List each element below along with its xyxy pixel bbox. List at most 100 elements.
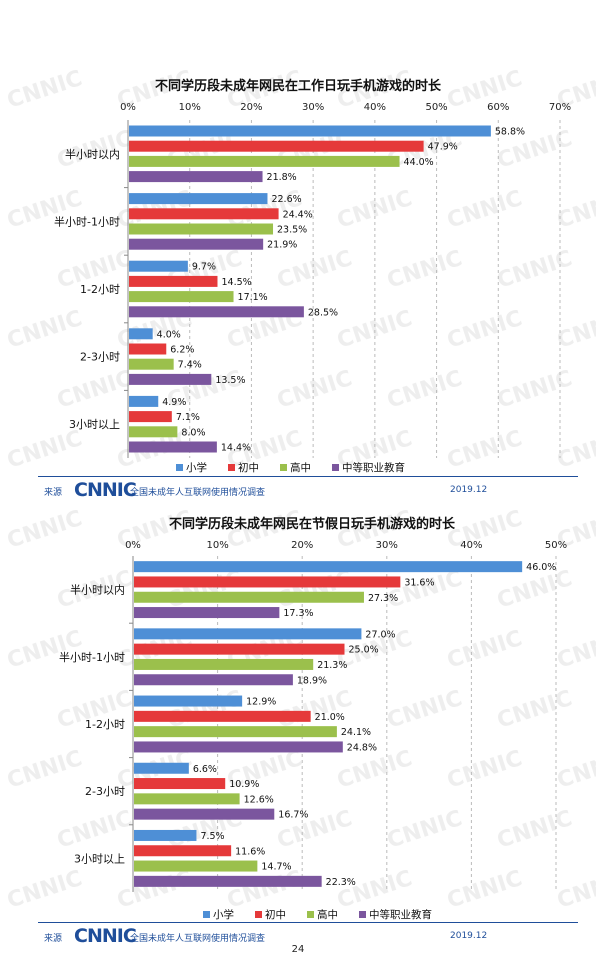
x-tick-label: 10% — [206, 540, 228, 551]
watermark-text: CNNIC — [384, 366, 465, 414]
chart-title: 不同学历段未成年网民在节假日玩手机游戏的时长 — [169, 516, 456, 532]
legend-swatch — [307, 911, 314, 918]
category-label: 1-2小时 — [85, 718, 125, 731]
legend-swatch — [359, 911, 366, 918]
chart-workday: CNNIC CNNIC CNNIC CNNIC CNNIC CNNIC CNNIC CNNIC… — [0, 68, 596, 498]
data-label: 14.5% — [221, 277, 251, 288]
watermark-text: CNNIC — [4, 746, 85, 794]
watermark-text: CNNIC — [444, 866, 525, 914]
data-label: 31.6% — [404, 577, 434, 588]
watermark-text: CNNIC — [444, 508, 525, 554]
footer-description: 全国未成年人互联网使用情况调查 — [130, 488, 266, 498]
data-label: 46.0% — [526, 562, 556, 573]
category-label: 半小时-1小时 — [54, 214, 120, 228]
footer-source-label: 来源 — [44, 934, 63, 944]
legend-label: 高中 — [290, 461, 311, 474]
watermark-text: CNNIC — [494, 366, 575, 414]
page-number: 24 — [291, 944, 305, 955]
chart-holiday-svg: CNNIC CNNIC CNNIC CNNIC CNNIC CNNIC CNNIC CNNIC… — [4, 508, 596, 921]
watermark-text: CNNIC — [494, 806, 575, 854]
bar — [129, 223, 274, 235]
legend-swatch — [280, 464, 287, 471]
category-label: 2-3小时 — [85, 785, 125, 798]
data-label: 6.6% — [193, 764, 217, 775]
data-label: 27.0% — [365, 629, 395, 640]
legend-label: 中等职业教育 — [369, 908, 432, 921]
x-tick-label: 30% — [376, 540, 398, 551]
data-label: 47.9% — [428, 142, 458, 153]
bar — [134, 762, 189, 774]
data-label: 22.3% — [326, 877, 356, 888]
bar — [134, 561, 523, 573]
data-label: 13.5% — [215, 375, 245, 386]
legend-label: 小学 — [186, 461, 207, 474]
bar — [134, 643, 345, 655]
x-tick-label: 20% — [240, 102, 262, 113]
watermark-text: CNNIC — [334, 866, 415, 914]
bar — [134, 710, 311, 722]
data-label: 9.7% — [192, 262, 216, 273]
bar — [134, 741, 343, 753]
category-label: 半小时以内 — [65, 147, 120, 161]
data-label: 58.8% — [495, 127, 525, 138]
data-label: 14.7% — [261, 862, 291, 873]
watermark-text: CNNIC — [54, 806, 135, 854]
x-tick-label: 40% — [364, 102, 386, 113]
bar — [134, 628, 362, 640]
bar — [129, 155, 400, 167]
data-label: 17.3% — [283, 608, 313, 619]
data-label: 16.7% — [278, 810, 308, 821]
watermark-text: CNNIC — [4, 426, 85, 474]
watermark-text: CNNIC — [384, 686, 465, 734]
x-tick-label: 0% — [120, 102, 136, 113]
data-label: 23.5% — [277, 225, 307, 236]
bar — [134, 860, 258, 872]
data-label: 6.2% — [170, 345, 194, 356]
watermark-text: CNNIC — [444, 306, 525, 354]
watermark-text: CNNIC — [444, 426, 525, 474]
bar — [134, 576, 401, 588]
data-label: 21.8% — [267, 172, 297, 183]
category-label: 半小时以内 — [70, 583, 125, 597]
watermark-text: CNNIC — [224, 866, 305, 914]
watermark-text: CNNIC — [444, 68, 525, 114]
watermark-text: CNNIC — [4, 306, 85, 354]
bar — [129, 328, 153, 340]
legend-label: 小学 — [213, 908, 234, 921]
bar — [134, 607, 280, 619]
category-label: 1-2小时 — [80, 283, 120, 296]
watermark-text: CNNIC — [494, 566, 575, 614]
x-tick-label: 70% — [549, 102, 571, 113]
x-tick-label: 60% — [487, 102, 509, 113]
data-label: 7.4% — [178, 360, 202, 371]
cnnic-logo: CNNIC — [74, 925, 137, 947]
x-tick-label: 40% — [460, 540, 482, 551]
legend-label: 高中 — [317, 908, 338, 921]
bar — [129, 140, 424, 152]
legend-swatch — [203, 911, 210, 918]
chart-holiday: CNNIC CNNIC CNNIC CNNIC CNNIC CNNIC CNNIC CNNIC… — [0, 508, 596, 938]
legend-swatch — [332, 464, 339, 471]
x-tick-label: 50% — [545, 540, 567, 551]
x-tick-label: 50% — [425, 102, 447, 113]
watermark-text: CNNIC — [4, 68, 85, 114]
data-label: 10.9% — [229, 779, 259, 790]
data-label: 18.9% — [297, 675, 327, 686]
bar — [129, 373, 212, 385]
data-label: 4.0% — [157, 329, 181, 340]
bar — [129, 208, 279, 220]
bar — [134, 695, 243, 707]
legend-label: 中等职业教育 — [342, 461, 405, 474]
bar — [134, 726, 337, 738]
bar — [134, 591, 364, 603]
bar — [134, 793, 240, 805]
bar — [129, 291, 234, 303]
data-label: 44.0% — [404, 157, 434, 168]
footer-date: 2019.12 — [450, 931, 488, 941]
data-label: 17.1% — [238, 292, 268, 303]
category-label: 3小时以上 — [69, 418, 120, 431]
bar — [134, 875, 322, 887]
x-tick-label: 10% — [179, 102, 201, 113]
bar — [129, 306, 304, 318]
bar — [129, 193, 268, 205]
